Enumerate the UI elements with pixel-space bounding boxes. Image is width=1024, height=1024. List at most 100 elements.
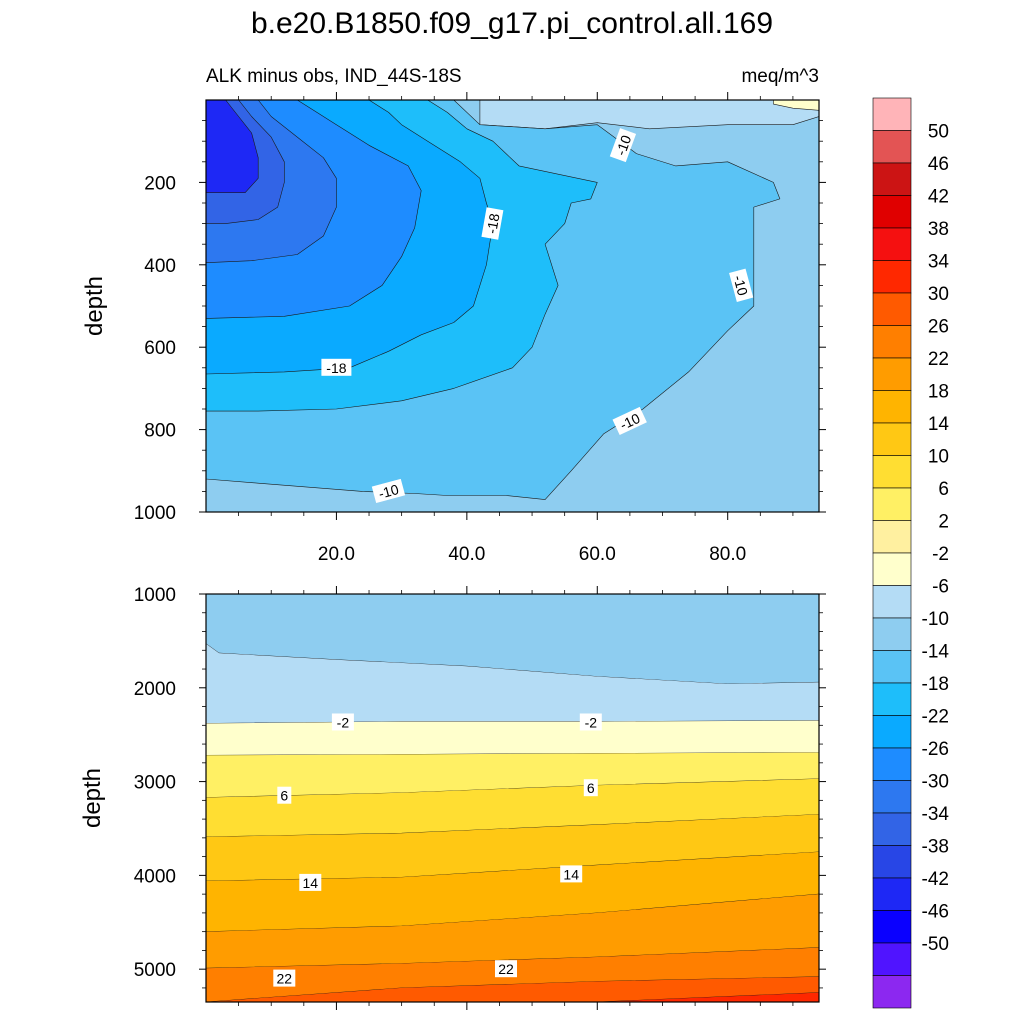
colorbar-label: -6 [932,577,949,598]
lower-contour-label-bg [579,713,602,731]
upper-ytick-label: 200 [144,173,176,194]
upper-ytick-label: 800 [144,421,176,442]
colorbar-label: -30 [922,772,949,793]
lower-layer-4 [206,778,819,837]
colorbar-label: -14 [922,642,950,663]
colorbar-swatch [872,227,912,261]
lower-contour-label-text: 22 [498,961,514,977]
colorbar-swatch [872,162,912,196]
upper-contour-panel: 200 400 600 800 1000 20.0 40.0 60.0 80.0 depth -10… [81,92,826,565]
colorbar-swatch [872,715,912,749]
colorbar-label: 2 [938,512,949,533]
upper-contour-label-text: -18 [326,360,346,376]
upper-ytick-label: 600 [144,338,176,359]
lower-contour-label-bg [331,713,354,731]
colorbar-swatch [872,292,912,326]
colorbar-label: 50 [928,122,949,143]
colorbar-label: 46 [928,154,949,175]
colorbar-swatch [872,877,912,911]
upper-contour-label: -10 [612,406,647,435]
colorbar-swatch [872,747,912,781]
colorbar-swatch [872,617,912,651]
upper-contour-label-bg [481,207,504,240]
colorbar-swatch [872,130,912,164]
lower-layer-5 [206,814,819,881]
colorbar-label: 30 [928,284,949,305]
lower-layer-3 [206,752,819,798]
upper-ytick-label: 400 [144,256,176,277]
upper-region-9 [206,100,259,193]
upper-region-1 [479,100,819,130]
lower-layer-1 [206,643,819,724]
colorbar-label: -18 [922,674,949,695]
lower-layer-10 [206,992,819,1002]
lower-layer-9 [206,976,819,1002]
lower-layer-2 [206,720,819,756]
upper-contour-label-bg [609,128,637,163]
lower-contour-label-text: 14 [303,875,319,891]
lower-contour-label: -2 [579,713,602,731]
upper-contour-label-text: -10 [612,133,634,158]
colorbar-swatch [872,942,912,976]
upper-contour-label: -10 [371,478,406,504]
lower-ytick-label: 3000 [134,773,176,794]
upper-fill-group [206,100,819,512]
lower-ytick-label: 4000 [134,866,176,887]
upper-contour-label-text: -18 [483,212,502,235]
colorbar-swatch [872,650,912,684]
colorbar-label: -46 [922,902,949,923]
colorbar-swatch [872,585,912,619]
colorbar-label: 6 [938,479,949,500]
lower-contour-label-text: -2 [585,715,598,731]
lower-ylabel: depth [79,768,106,828]
colorbar-swatch [872,910,912,944]
colorbar-label: -38 [922,837,949,858]
lower-frame [205,593,820,1003]
upper-contour-label-bg [612,406,647,435]
lower-fill-group [206,594,819,1002]
colorbar-swatch [872,195,912,229]
lower-contour-label-bg [583,779,598,797]
figure-title: b.e20.B1850.f09_g17.pi_control.all.169 [251,7,773,40]
colorbar-label: 34 [928,252,950,273]
lower-contour-label: 6 [277,786,292,804]
lower-contour-label-bg [299,873,322,891]
colorbar-swatch [872,552,912,586]
upper-contour-label: -18 [481,207,504,240]
upper-contour-label: -10 [729,268,754,302]
colorbar-swatch [872,845,912,879]
colorbar-label: -26 [922,739,949,760]
colorbar-swatch [872,390,912,424]
colorbar-label: -10 [922,609,949,630]
lower-contour-label: 14 [560,865,583,883]
upper-contour-label-text: -10 [730,274,751,298]
subtitle-left: ALK minus obs, IND_44S-18S [206,66,462,87]
lower-contour-label-text: -2 [337,715,350,731]
upper-xtick-label: 80.0 [709,544,746,565]
lower-contour-label-text: 6 [280,788,288,804]
colorbar-swatch [872,325,912,359]
upper-ytick-label: 1000 [134,503,176,524]
upper-xtick-label: 40.0 [448,544,485,565]
lower-ytick-label: 2000 [134,679,176,700]
colorbar-label: -22 [922,707,949,728]
lower-contour-label: 6 [583,779,598,797]
lower-contour-label-bg [495,960,517,978]
colorbar-swatch [872,520,912,554]
lower-contour-label-text: 14 [563,866,579,882]
upper-contour-label-text: -10 [617,410,642,433]
colorbar-label: -2 [932,544,949,565]
colorbar: 50 46 42 38 34 30 26 22 18 14 10 6 2 -2 -6 -10 -14 -18 -22… [872,97,950,1009]
upper-xtick-label: 20.0 [318,544,355,565]
colorbar-label: 42 [928,187,949,208]
lower-ytick-label: 5000 [134,960,176,981]
upper-contour-label-text: -10 [377,481,401,502]
lower-contour-label-bg [560,865,583,883]
lower-layer-6 [206,851,819,932]
lower-contour-label-bg [273,969,296,987]
colorbar-swatch [872,682,912,716]
upper-region-2 [773,100,819,111]
upper-contour-label: -18 [321,358,352,376]
colorbar-swatch [872,260,912,294]
